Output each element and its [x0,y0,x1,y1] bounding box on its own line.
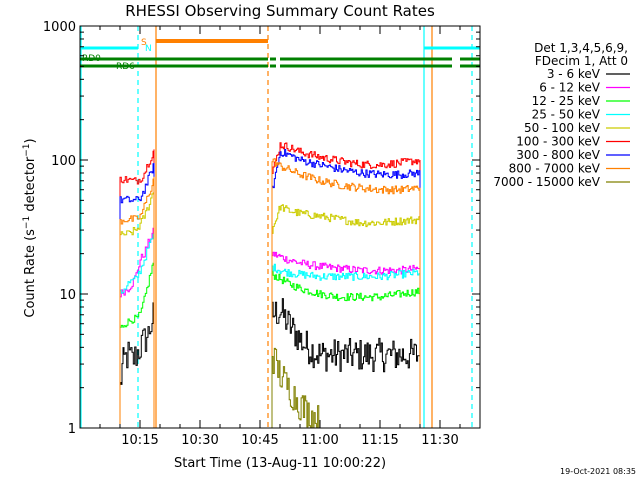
y-tick-label-1: 10 [59,288,76,303]
legend: Det 1,3,4,5,6,9,FDecim 1, Att 03 - 6 keV… [493,41,630,189]
series-0-segment-1 [271,298,421,428]
series-5-segment-1 [271,142,421,428]
series-0-segment-0 [119,302,155,428]
series-8-segment-0 [271,347,321,428]
legend-label-5: 100 - 300 keV [516,135,600,149]
x-axis: 10:15 10:30 10:45 11:00 11:15 11:30 [79,25,481,448]
legend-header-0: Det 1,3,4,5,6,9, [534,41,628,55]
series-6-segment-0 [119,163,155,428]
legend-label-1: 6 - 12 keV [539,81,601,95]
legend-label-2: 12 - 25 keV [532,94,601,108]
series-2-segment-1 [271,270,421,428]
series-4 [119,189,421,428]
series-6 [119,149,421,428]
series-0 [119,298,421,428]
y-axis-label: Count Rate (s−1 detector−1) [22,138,38,317]
x-tick-label-1: 10:30 [181,433,218,448]
plot-area: RD0 RD6 SN [80,26,480,428]
series-1 [119,227,421,428]
legend-label-6: 300 - 800 keV [516,148,600,162]
series-7 [119,158,421,428]
series-2 [119,259,421,428]
series-3-segment-0 [119,233,155,428]
x-tick-label-2: 10:45 [241,433,278,448]
series-5-segment-0 [119,149,155,428]
x-tick-label-0: 10:15 [121,433,158,448]
y-tick-label-0: 1 [68,422,76,437]
x-axis-label: Start Time (13-Aug-11 10:00:22) [174,456,386,471]
legend-label-7: 800 - 7000 keV [509,162,601,176]
x-tick-label-5: 11:30 [421,433,458,448]
legend-label-8: 7000 - 15000 keV [493,175,600,189]
series-6-segment-1 [271,149,421,428]
flag-label-rd0: RD0 [82,54,101,64]
series-4-segment-0 [119,189,155,428]
flag-label-n: N [145,44,152,54]
series-3 [119,233,421,428]
y-axis: 1 10 100 1000 [43,20,480,437]
x-tick-label-3: 11:00 [301,433,338,448]
flag-label-s: S [141,38,147,48]
legend-header-1: FDecim 1, Att 0 [535,54,628,68]
y-tick-label-3: 1000 [43,20,76,35]
series-4-segment-1 [271,204,421,428]
legend-label-0: 3 - 6 keV [547,67,601,81]
series-7-segment-0 [119,176,155,428]
y-tick-label-2: 100 [51,154,76,169]
chart-title: RHESSI Observing Summary Count Rates [125,2,435,20]
x-tick-label-4: 11:15 [361,433,398,448]
series-5 [119,142,421,428]
flag-label-rd6: RD6 [116,62,135,72]
legend-label-4: 50 - 100 keV [524,121,601,135]
series-3-segment-1 [271,263,421,428]
legend-label-3: 25 - 50 keV [532,108,601,122]
series-2-segment-0 [119,259,155,428]
footer-timestamp: 19-Oct-2021 08:35 [560,467,636,476]
series-7-segment-1 [271,158,421,428]
series-8 [271,347,321,428]
